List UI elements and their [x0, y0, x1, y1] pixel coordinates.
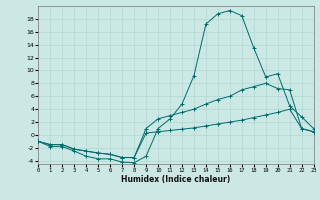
X-axis label: Humidex (Indice chaleur): Humidex (Indice chaleur)	[121, 175, 231, 184]
